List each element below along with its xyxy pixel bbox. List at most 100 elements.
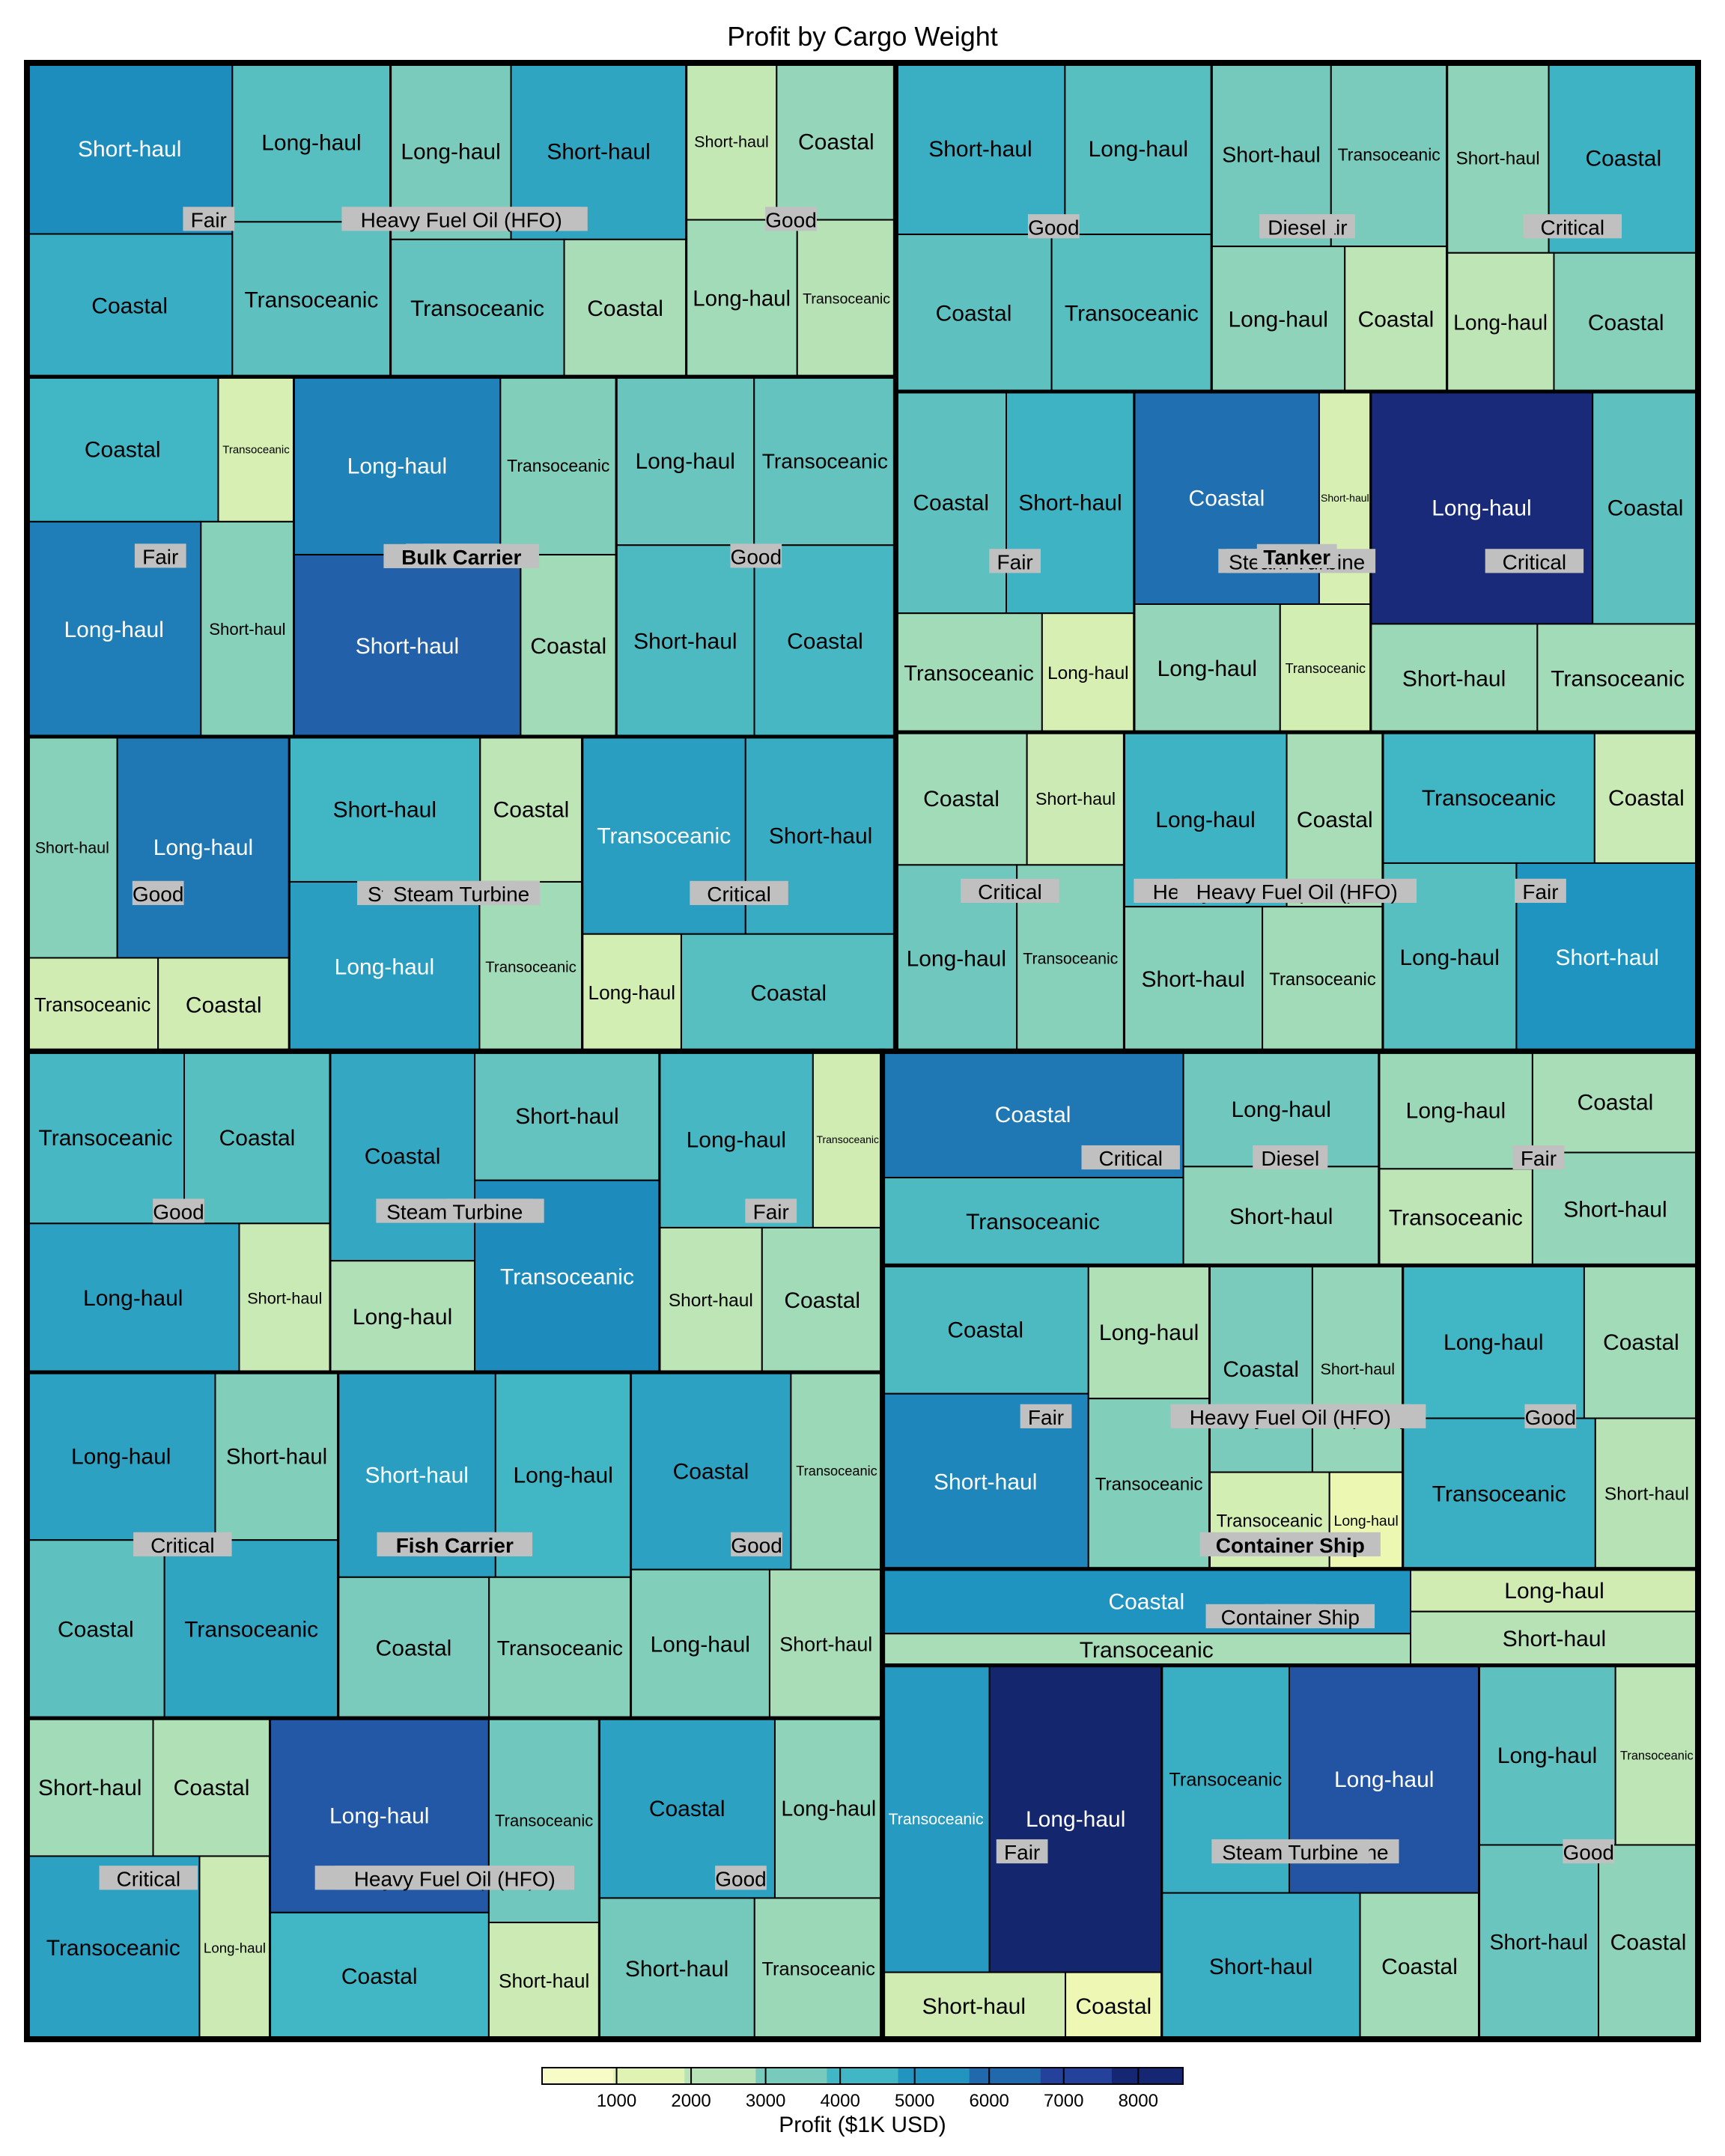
tile-container-ship-diesel-critical-short-haul[interactable] [1182, 1166, 1380, 1267]
tile-container-ship-heavy-fuel-oil-hfo-good-transoceanic[interactable] [1402, 1417, 1596, 1570]
tile-label: Transoceanic [1551, 666, 1685, 691]
tile-container-ship-container-ship-good-short-haul[interactable] [1410, 1610, 1700, 1666]
condition-label: Good [1563, 1839, 1615, 1864]
tile-label: Long-haul [651, 1632, 750, 1657]
tile-fish-carrier-steam-turbine-good-short-haul[interactable] [238, 1222, 331, 1374]
tile-tanker-diesel-good-long-haul[interactable] [1064, 62, 1213, 236]
tile-fish-carrier-diesel-good-short-haul[interactable] [768, 1568, 883, 1720]
tile-tanker-steam-turbine-critical-coastal[interactable] [1592, 391, 1699, 625]
tile-bulk-carrier-steam-turbine-critical-coastal[interactable] [680, 933, 897, 1053]
tile-fish-carrier-steam-turbine-good-coastal[interactable] [183, 1050, 331, 1225]
condition-label: Critical [961, 878, 1059, 904]
tile-container-ship-heavy-fuel-oil-hfo-fair-coastal[interactable] [881, 1264, 1089, 1395]
tile-fish-carrier-steam-turbine-fair-long-haul[interactable] [658, 1050, 814, 1228]
tile-bulk-carrier-steam-turbine-steam-turbine-coastal[interactable] [479, 735, 583, 883]
tile-fish-carrier-diesel-good-transoceanic[interactable] [790, 1371, 883, 1571]
tile-label: Transoceanic [1432, 1482, 1566, 1507]
tile-bulk-carrier-diesel-good-long-haul[interactable] [615, 376, 755, 546]
tile-label: Short-haul [928, 137, 1032, 162]
tile-container-ship-heavy-fuel-oil-hfo-heavy-fuel-oil-hfo-short-haul[interactable] [1311, 1264, 1404, 1473]
tile-bulk-carrier-steam-turbine-good-short-haul[interactable] [26, 735, 118, 959]
tile-bulk-carrier-diesel-fair-transoceanic[interactable] [217, 376, 295, 523]
svg-text:Critical: Critical [1541, 216, 1605, 239]
tile-tanker-steam-turbine-good-long-haul[interactable] [1133, 603, 1281, 734]
tile-tanker-heavy-fuel-oil-hfo-heavy-fuel-oil-hfo-transoceanic[interactable] [1262, 906, 1384, 1053]
tile-bulk-carrier-diesel-good-coastal[interactable] [753, 544, 897, 737]
vessel-label: Fish Carrier [377, 1532, 533, 1557]
tile-bulk-carrier-steam-turbine-good-transoceanic[interactable] [26, 957, 159, 1053]
svg-text:Critical: Critical [978, 880, 1042, 904]
engine-label: Heavy Fuel Oil (HFO) [341, 207, 582, 231]
tile-bulk-carrier-steam-turbine-good-coastal[interactable] [157, 957, 290, 1053]
tile-bulk-carrier-steam-turbine-good-long-haul[interactable] [116, 735, 290, 959]
tile-bulk-carrier-heavy-fuel-oil-hfo-good-long-haul[interactable] [685, 219, 798, 378]
tile-bulk-carrier-steam-turbine-steam-turbine-transoceanic[interactable] [478, 880, 583, 1053]
tile-tanker-heavy-fuel-oil-hfo-heavy-fuel-oil-hfo-coastal[interactable] [1286, 731, 1384, 908]
svg-text:Good: Good [1525, 1406, 1577, 1429]
tile-tanker-heavy-fuel-oil-hfo-critical-short-haul[interactable] [1026, 731, 1125, 866]
tile-fish-carrier-diesel-critical-short-haul[interactable] [214, 1371, 339, 1541]
tile-label: Coastal [341, 1964, 418, 1989]
tile-tanker-steam-turbine-fair-coastal[interactable] [895, 391, 1007, 615]
tile-label: Short-haul [1402, 666, 1506, 691]
tile-tanker-diesel-good-short-haul[interactable] [895, 62, 1066, 236]
tile-label: Transoceanic [184, 1618, 318, 1642]
svg-text:Steam Turbine: Steam Turbine [393, 883, 529, 906]
tile-label: Short-haul [1035, 789, 1116, 808]
tile-fish-carrier-heavy-fuel-oil-hfo-good-short-haul[interactable] [598, 1897, 755, 2040]
tile-tanker-steam-turbine-fair-long-haul[interactable] [1041, 612, 1135, 734]
tile-container-ship-steam-turbine-fair-long-haul[interactable] [988, 1664, 1163, 1973]
tile-bulk-carrier-heavy-fuel-oil-hfo-fair-long-haul[interactable] [231, 62, 392, 223]
tile-fish-carrier-steam-turbine-critical-short-haul[interactable] [474, 1050, 660, 1181]
condition-label: Critical [133, 1532, 232, 1557]
tile-bulk-carrier-heavy-fuel-oil-hfo-critical-coastal[interactable] [563, 238, 687, 378]
tile-fish-carrier-steam-turbine-good-long-haul[interactable] [26, 1222, 240, 1374]
tile-bulk-carrier-heavy-fuel-oil-hfo-good-transoceanic[interactable] [796, 219, 897, 378]
tile-container-ship-steam-turbine-good-short-haul[interactable] [1478, 1844, 1600, 2040]
tile-bulk-carrier-diesel-good-short-haul[interactable] [615, 544, 755, 737]
tile-bulk-carrier-diesel-critical-long-haul[interactable] [293, 376, 502, 555]
tile-tanker-steam-turbine-fair-short-haul[interactable] [1005, 391, 1135, 615]
tile-container-ship-container-ship-good-transoceanic[interactable] [881, 1633, 1412, 1666]
tile-bulk-carrier-heavy-fuel-oil-hfo-critical-transoceanic[interactable] [389, 238, 565, 378]
tile-container-ship-diesel-fair-coastal[interactable] [1531, 1050, 1700, 1154]
tile-tanker-diesel-fair-long-haul[interactable] [1211, 246, 1346, 393]
tile-fish-carrier-diesel-critical-transoceanic[interactable] [163, 1539, 339, 1720]
tile-container-ship-diesel-fair-short-haul[interactable] [1531, 1151, 1700, 1267]
tile-fish-carrier-heavy-fuel-oil-hfo-heavy-fuel-oil-hfo-coastal[interactable] [269, 1911, 490, 2040]
condition-label: Critical [690, 880, 788, 906]
tile-bulk-carrier-steam-turbine-steam-turbine-long-haul[interactable] [288, 880, 481, 1053]
tile-label: Long-haul [693, 287, 791, 311]
tile-label: Short-haul [78, 137, 181, 162]
tile-label: Coastal [1607, 496, 1684, 521]
tile-tanker-steam-turbine-critical-long-haul[interactable] [1369, 391, 1594, 625]
condition-label: Good [132, 880, 184, 906]
tile-fish-carrier-heavy-fuel-oil-hfo-good-long-haul[interactable] [773, 1717, 883, 1899]
tile-container-ship-steam-turbine-steam-turbine-coastal[interactable] [1359, 1892, 1480, 2041]
engine-label: Diesel [1253, 1145, 1328, 1170]
condition-label: Critical [99, 1866, 198, 1890]
tile-fish-carrier-steam-turbine-fair-coastal[interactable] [761, 1226, 883, 1374]
tile-bulk-carrier-heavy-fuel-oil-hfo-good-coastal[interactable] [776, 62, 897, 221]
tile-label: Short-haul [547, 139, 650, 164]
tile-fish-carrier-steam-turbine-critical-coastal[interactable] [329, 1050, 476, 1262]
svg-text:Steam Turbine: Steam Turbine [386, 1200, 523, 1223]
tile-container-ship-diesel-critical-transoceanic[interactable] [881, 1177, 1184, 1267]
tile-container-ship-heavy-fuel-oil-hfo-fair-long-haul[interactable] [1087, 1264, 1211, 1400]
tile-tanker-diesel-good-transoceanic[interactable] [1050, 234, 1213, 393]
tile-container-ship-heavy-fuel-oil-hfo-heavy-fuel-oil-hfo-coastal[interactable] [1208, 1264, 1313, 1473]
tile-tanker-diesel-critical-long-haul[interactable] [1446, 252, 1555, 393]
tile-tanker-heavy-fuel-oil-hfo-fair-coastal[interactable] [1593, 731, 1700, 864]
tile-label: Coastal [1381, 1955, 1458, 1979]
tile-container-ship-heavy-fuel-oil-hfo-good-short-haul[interactable] [1594, 1417, 1699, 1570]
tile-container-ship-heavy-fuel-oil-hfo-good-coastal[interactable] [1583, 1264, 1699, 1419]
tile-label: Long-haul [1497, 1744, 1597, 1768]
condition-label: Fair [745, 1199, 797, 1223]
tile-container-ship-diesel-fair-long-haul[interactable] [1378, 1050, 1533, 1170]
tile-container-ship-steam-turbine-steam-turbine-short-haul[interactable] [1160, 1892, 1361, 2041]
tile-container-ship-steam-turbine-fair-short-haul[interactable] [881, 1971, 1067, 2041]
tile-bulk-carrier-diesel-fair-coastal[interactable] [26, 376, 219, 523]
tile-tanker-steam-turbine-critical-transoceanic[interactable] [1536, 623, 1699, 734]
tile-bulk-carrier-heavy-fuel-oil-hfo-fair-transoceanic[interactable] [231, 221, 392, 378]
tile-label: Long-haul [635, 449, 734, 474]
